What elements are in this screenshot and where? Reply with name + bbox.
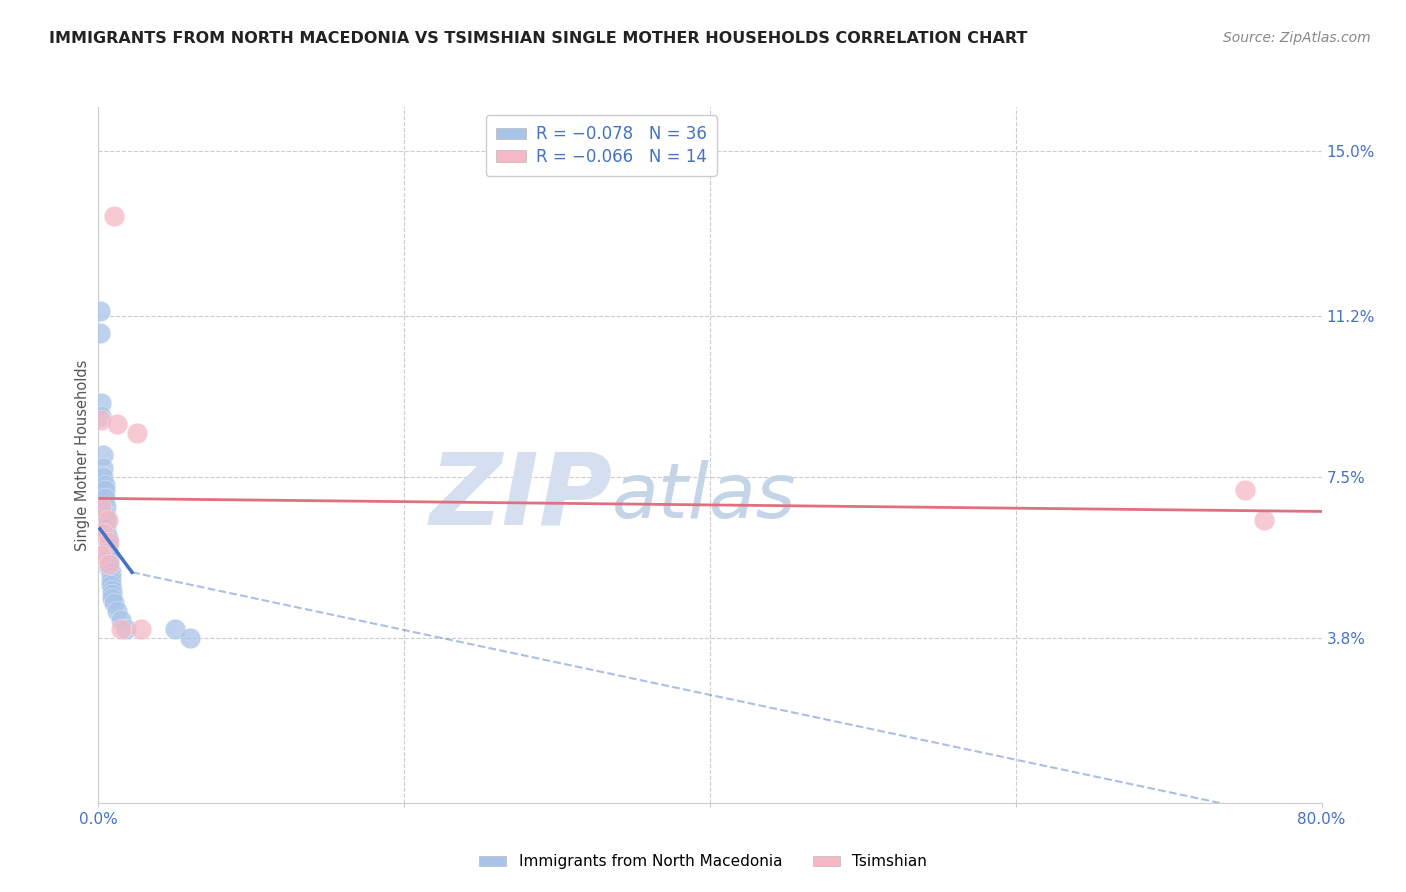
Point xyxy=(93,491,115,506)
Point xyxy=(90,409,112,423)
Point xyxy=(91,461,114,475)
Point xyxy=(94,526,117,541)
Point xyxy=(110,622,132,636)
Point xyxy=(98,557,121,571)
Point xyxy=(100,574,122,588)
Point xyxy=(94,500,117,514)
Point xyxy=(89,326,111,341)
Point xyxy=(100,570,122,584)
Point xyxy=(110,613,132,627)
Text: IMMIGRANTS FROM NORTH MACEDONIA VS TSIMSHIAN SINGLE MOTHER HOUSEHOLDS CORRELATIO: IMMIGRANTS FROM NORTH MACEDONIA VS TSIMS… xyxy=(49,31,1028,46)
Point xyxy=(105,605,128,619)
Point xyxy=(91,469,114,483)
Point xyxy=(94,522,117,536)
Point xyxy=(98,535,121,549)
Point xyxy=(105,417,128,432)
Point xyxy=(98,552,121,566)
Point xyxy=(163,622,186,636)
Text: ZIP: ZIP xyxy=(429,448,612,545)
Point xyxy=(97,531,120,545)
Point xyxy=(97,543,120,558)
Point xyxy=(90,548,112,562)
Point xyxy=(103,209,125,223)
Point xyxy=(101,591,124,606)
Point xyxy=(179,631,201,645)
Point xyxy=(89,304,111,318)
Point xyxy=(100,566,122,580)
Point xyxy=(129,622,152,636)
Point xyxy=(91,448,114,462)
Legend: R = −0.078   N = 36, R = −0.066   N = 14: R = −0.078 N = 36, R = −0.066 N = 14 xyxy=(486,115,717,176)
Point xyxy=(1234,483,1257,497)
Point xyxy=(97,513,120,527)
Text: atlas: atlas xyxy=(612,459,797,533)
Point xyxy=(125,426,148,441)
Point xyxy=(94,513,117,527)
Point xyxy=(98,548,121,562)
Point xyxy=(100,578,122,592)
Point xyxy=(98,561,121,575)
Point xyxy=(101,582,124,597)
Point xyxy=(115,622,138,636)
Point xyxy=(90,500,112,514)
Point xyxy=(1253,513,1275,527)
Point xyxy=(90,413,112,427)
Point xyxy=(98,557,121,571)
Legend: Immigrants from North Macedonia, Tsimshian: Immigrants from North Macedonia, Tsimshi… xyxy=(472,848,934,875)
Point xyxy=(93,478,115,492)
Point xyxy=(94,508,117,523)
Point xyxy=(90,396,112,410)
Point xyxy=(101,587,124,601)
Text: Source: ZipAtlas.com: Source: ZipAtlas.com xyxy=(1223,31,1371,45)
Point xyxy=(103,596,125,610)
Point xyxy=(97,535,120,549)
Point xyxy=(91,526,114,541)
Point xyxy=(97,539,120,553)
Point xyxy=(93,483,115,497)
Y-axis label: Single Mother Households: Single Mother Households xyxy=(75,359,90,550)
